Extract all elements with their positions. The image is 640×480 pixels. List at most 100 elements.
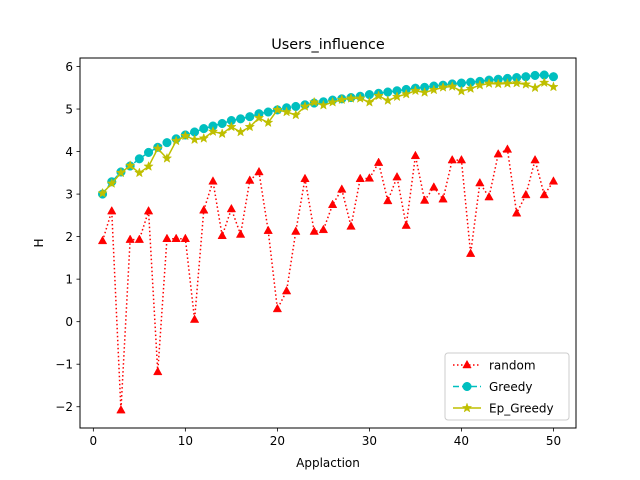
legend-label-ep-greedy: Ep_Greedy bbox=[489, 401, 554, 415]
data-point-ep-greedy bbox=[364, 96, 375, 107]
data-point-ep-greedy bbox=[299, 100, 311, 111]
x-tick-label: 0 bbox=[90, 434, 98, 448]
chart-title: Users_influence bbox=[271, 37, 385, 53]
x-axis-label: Applaction bbox=[296, 456, 360, 470]
data-point-ep-greedy bbox=[226, 121, 237, 132]
data-point-greedy bbox=[530, 70, 540, 80]
legend-box bbox=[444, 352, 570, 421]
x-axis: 0 10 20 30 40 50 bbox=[90, 428, 561, 448]
data-point-random bbox=[162, 233, 172, 242]
x-tick-label: 50 bbox=[546, 434, 561, 448]
data-point-greedy bbox=[162, 138, 172, 148]
data-point-random bbox=[548, 176, 559, 185]
legend-marker-random bbox=[462, 359, 472, 369]
x-tick-label: 40 bbox=[454, 434, 469, 448]
data-point-random bbox=[245, 175, 255, 184]
data-point-random bbox=[364, 173, 375, 182]
data-point-random bbox=[447, 154, 457, 164]
data-point-ep-greedy bbox=[106, 177, 117, 188]
y-tick-label: 6 bbox=[65, 60, 73, 74]
data-point-ep-greedy bbox=[170, 135, 182, 146]
y-tick-label: 3 bbox=[65, 187, 73, 201]
data-point-ep-greedy bbox=[262, 117, 274, 128]
data-point-ep-greedy bbox=[143, 160, 154, 171]
y-axis-label: H bbox=[32, 238, 46, 247]
data-point-greedy bbox=[217, 118, 227, 129]
data-point-ep-greedy bbox=[308, 96, 320, 107]
data-point-random bbox=[116, 405, 126, 414]
legend-marker-greedy bbox=[462, 381, 472, 392]
data-point-ep-greedy bbox=[511, 77, 522, 88]
data-point-random bbox=[97, 235, 108, 245]
series-layer bbox=[97, 70, 559, 414]
data-point-random bbox=[521, 189, 531, 199]
data-point-random bbox=[125, 234, 135, 243]
y-tick-label: −2 bbox=[55, 400, 73, 414]
data-point-random bbox=[429, 182, 439, 191]
data-point-random bbox=[539, 189, 549, 199]
data-point-ep-greedy bbox=[235, 126, 246, 137]
data-point-ep-greedy bbox=[410, 85, 421, 96]
legend: random Greedy Ep_Greedy bbox=[444, 352, 570, 421]
data-point-greedy bbox=[144, 147, 154, 157]
data-point-ep-greedy bbox=[180, 130, 191, 141]
y-tick-label: 5 bbox=[65, 102, 73, 116]
data-point-random bbox=[318, 224, 329, 234]
data-point-random bbox=[346, 221, 356, 230]
data-point-random bbox=[465, 248, 476, 257]
data-point-random bbox=[171, 233, 181, 242]
data-point-random bbox=[493, 149, 503, 158]
data-point-ep-greedy bbox=[391, 91, 403, 102]
legend-marker-ep-greedy bbox=[461, 402, 473, 413]
series-ep-greedy bbox=[97, 77, 559, 198]
data-point-ep-greedy bbox=[492, 78, 504, 89]
data-point-random bbox=[475, 177, 485, 187]
data-point-ep-greedy bbox=[336, 94, 348, 105]
data-point-ep-greedy bbox=[529, 82, 541, 93]
data-point-ep-greedy bbox=[437, 81, 449, 92]
data-point-greedy bbox=[236, 114, 246, 124]
data-point-random bbox=[327, 199, 338, 208]
data-point-random bbox=[392, 171, 402, 181]
series-random bbox=[97, 144, 559, 414]
x-tick-label: 20 bbox=[270, 434, 285, 448]
data-point-ep-greedy bbox=[244, 121, 256, 132]
data-point-ep-greedy bbox=[548, 81, 559, 92]
data-point-ep-greedy bbox=[382, 95, 394, 105]
data-point-random bbox=[254, 166, 264, 176]
data-point-random bbox=[199, 205, 209, 214]
data-point-random bbox=[373, 157, 384, 166]
data-point-random bbox=[153, 366, 163, 376]
data-point-random bbox=[134, 234, 145, 243]
data-point-greedy bbox=[263, 107, 273, 117]
data-point-random bbox=[401, 220, 411, 229]
data-point-ep-greedy bbox=[428, 84, 440, 95]
data-point-ep-greedy bbox=[373, 90, 384, 101]
data-point-ep-greedy bbox=[97, 187, 108, 198]
data-point-ep-greedy bbox=[207, 126, 219, 137]
data-point-ep-greedy bbox=[216, 128, 228, 139]
series-line-random bbox=[101, 148, 555, 411]
data-point-random bbox=[189, 314, 200, 323]
data-point-ep-greedy bbox=[281, 106, 292, 117]
y-axis: −2 −1 0 1 2 3 4 5 6 bbox=[55, 60, 80, 414]
data-point-ep-greedy bbox=[345, 92, 357, 103]
data-point-ep-greedy bbox=[290, 109, 302, 120]
data-point-ep-greedy bbox=[354, 92, 366, 103]
data-point-ep-greedy bbox=[152, 143, 164, 154]
data-point-random bbox=[337, 184, 347, 193]
data-point-ep-greedy bbox=[327, 96, 338, 107]
data-point-ep-greedy bbox=[189, 134, 200, 145]
data-point-ep-greedy bbox=[520, 78, 532, 89]
data-point-greedy bbox=[548, 72, 559, 82]
data-point-ep-greedy bbox=[456, 85, 467, 96]
data-point-ep-greedy bbox=[465, 83, 476, 94]
data-point-ep-greedy bbox=[318, 99, 329, 110]
data-point-random bbox=[291, 226, 301, 235]
data-point-random bbox=[281, 285, 292, 295]
data-point-greedy bbox=[134, 154, 144, 164]
data-point-random bbox=[456, 154, 467, 164]
data-point-ep-greedy bbox=[198, 132, 210, 143]
data-point-random bbox=[484, 191, 494, 201]
